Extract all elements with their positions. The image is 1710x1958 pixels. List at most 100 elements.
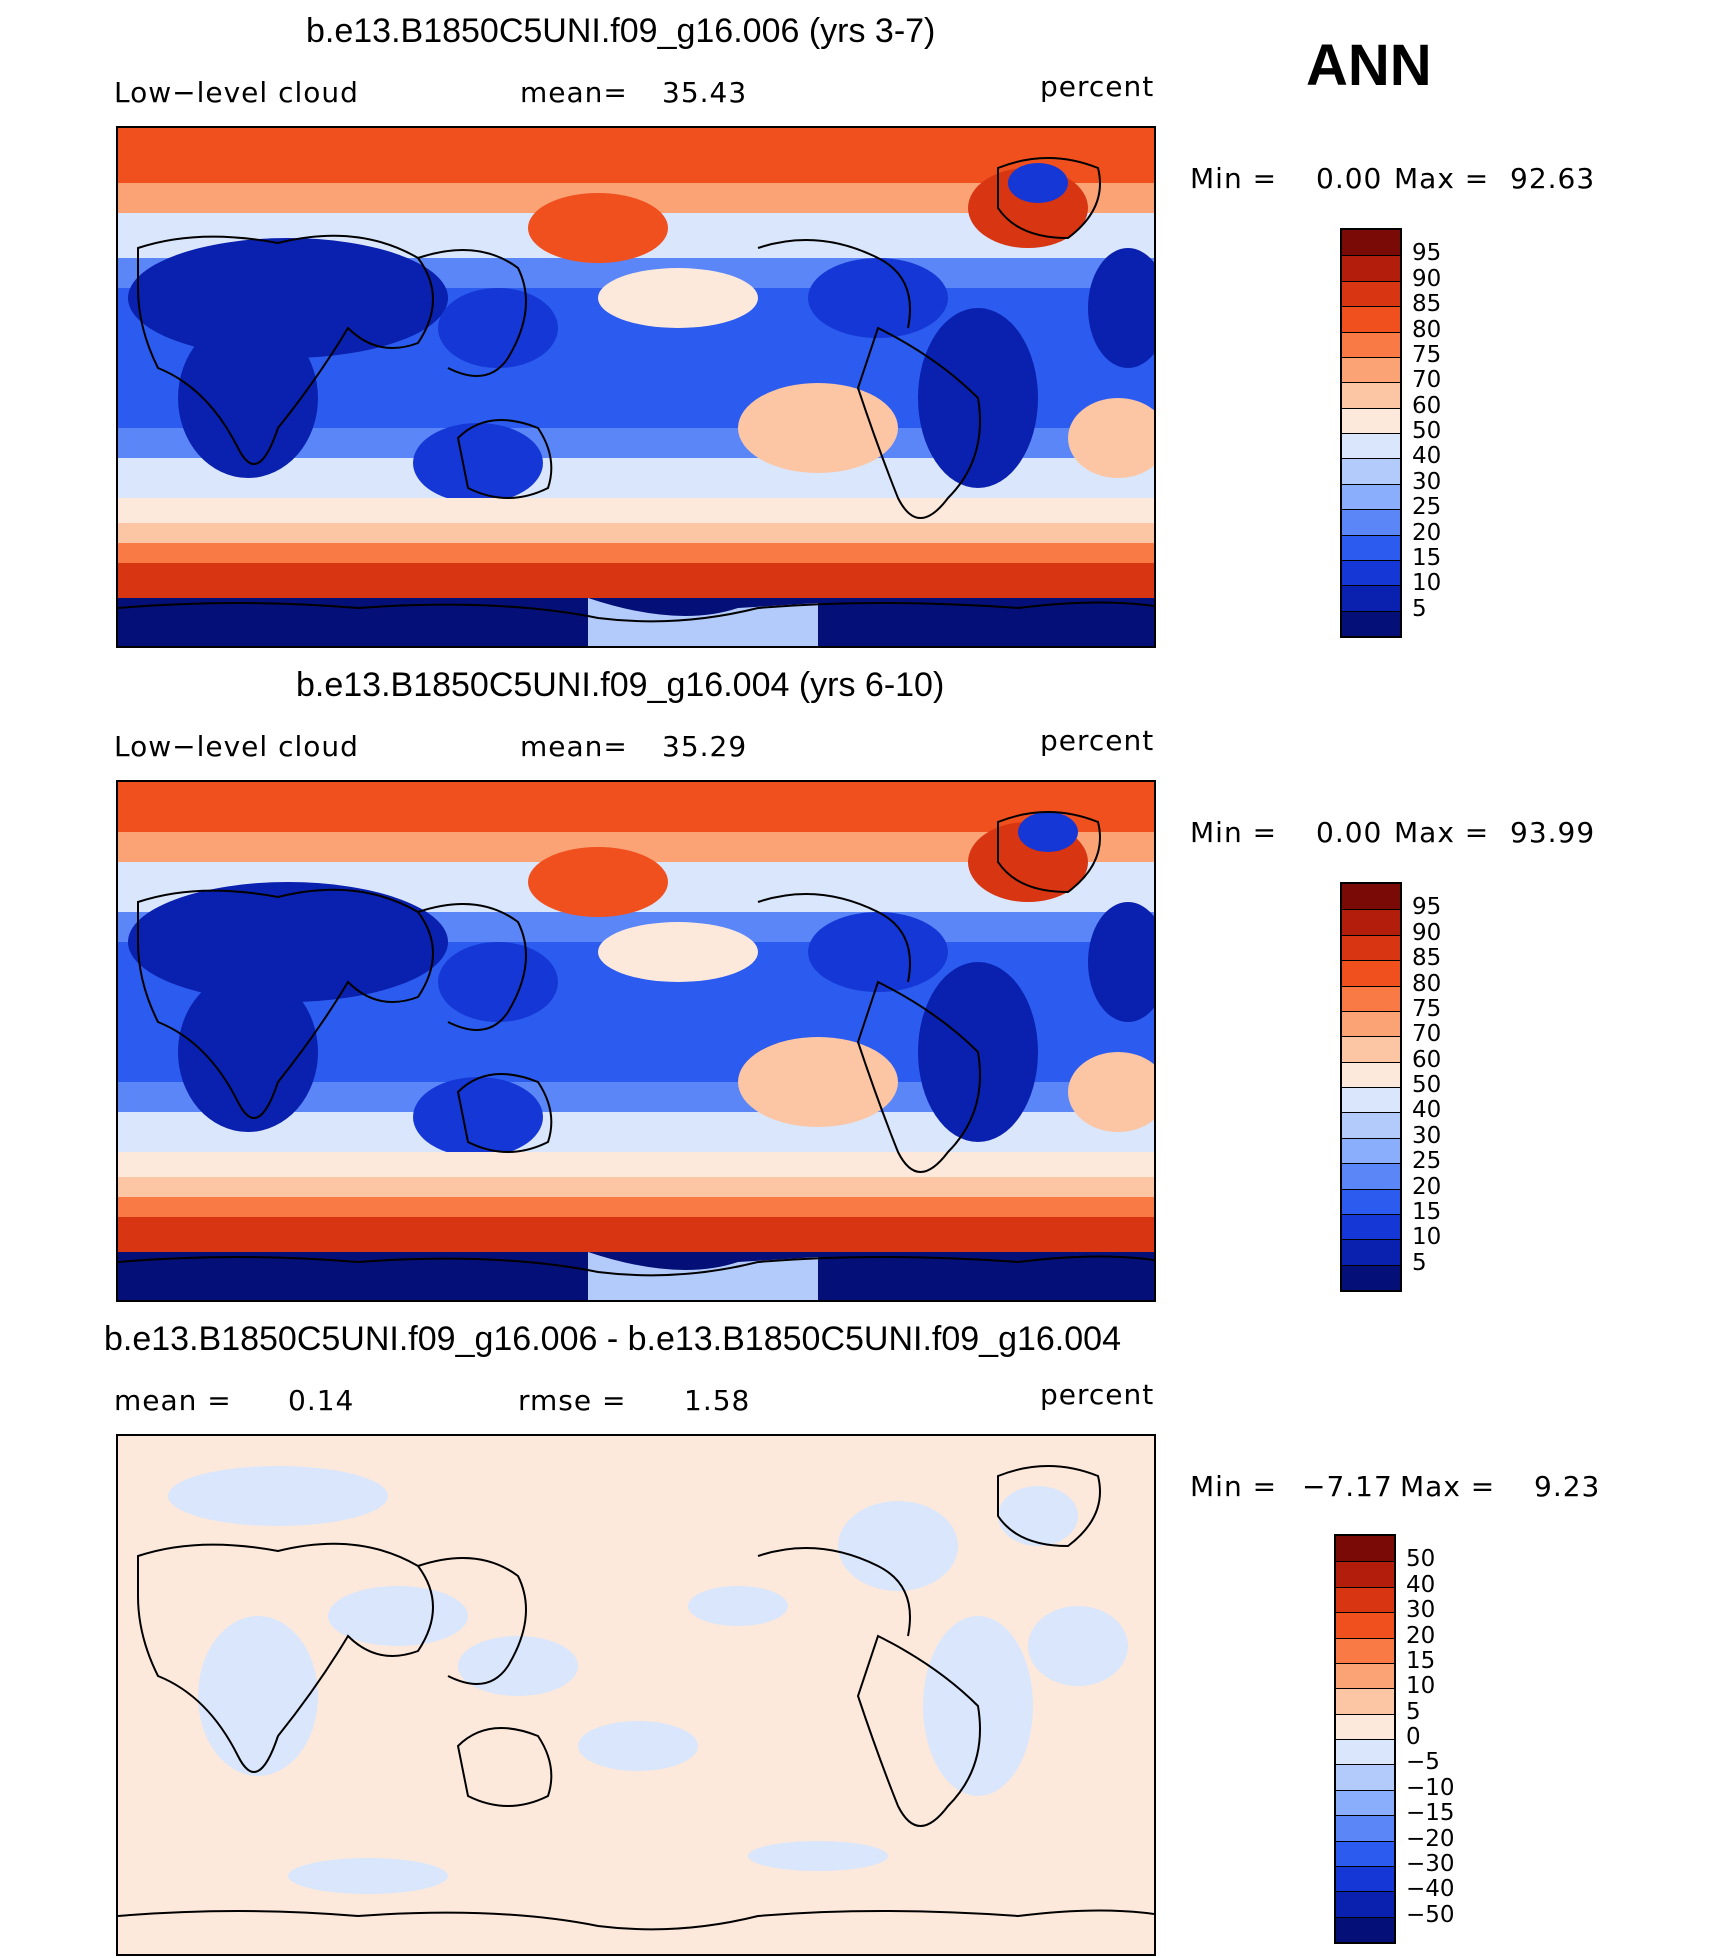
colorbar-segment — [1336, 1739, 1394, 1765]
colorbar-segment — [1342, 1036, 1400, 1062]
panel-1-max-value: 92.63 — [1510, 162, 1596, 195]
colorbar-segment — [1336, 1586, 1394, 1613]
colorbar-segment — [1342, 280, 1400, 307]
panel-1-cloud-field — [118, 128, 1154, 646]
colorbar-tick-label: 90 — [1412, 919, 1442, 946]
colorbar-segment — [1342, 610, 1400, 636]
colorbar-tick-label: 15 — [1406, 1647, 1436, 1674]
colorbar-segment — [1336, 1764, 1394, 1790]
colorbar-tick-label: 40 — [1412, 443, 1442, 470]
colorbar-segment — [1342, 356, 1400, 383]
colorbar-tick-label: 60 — [1412, 392, 1442, 419]
colorbar-segment — [1342, 985, 1400, 1011]
colorbar-tick-label: 5 — [1412, 595, 1427, 622]
season-label: ANN — [1306, 33, 1432, 98]
colorbar-segment — [1336, 1662, 1394, 1689]
panel-3-max-label: Max = — [1400, 1470, 1496, 1503]
panel-2-min-label: Min = — [1190, 816, 1278, 849]
colorbar-tick-label: −40 — [1406, 1876, 1455, 1903]
panel-1-max-label: Max = — [1394, 162, 1490, 195]
colorbar-tick-label: 75 — [1412, 341, 1442, 368]
colorbar-tick-label: 30 — [1412, 468, 1442, 495]
colorbar-segment — [1342, 483, 1400, 510]
colorbar-segment — [1336, 1637, 1394, 1663]
colorbar-tick-label: 30 — [1412, 1122, 1442, 1149]
colorbar-tick-label: 40 — [1406, 1571, 1436, 1598]
colorbar-segment — [1336, 1688, 1394, 1714]
panel-1-map — [116, 126, 1156, 648]
panel-3-min-label: Min = — [1190, 1470, 1278, 1503]
colorbar-tick-label: 75 — [1412, 995, 1442, 1022]
colorbar-segment — [1342, 1137, 1400, 1164]
colorbar-tick-label: 15 — [1412, 544, 1442, 571]
colorbar-segment — [1342, 1264, 1400, 1290]
colorbar-tick-label: 70 — [1412, 367, 1442, 394]
colorbar-tick-label: 85 — [1412, 291, 1442, 318]
colorbar-segment — [1342, 934, 1400, 961]
colorbar-segment — [1342, 884, 1400, 910]
colorbar-tick-label: 20 — [1412, 519, 1442, 546]
colorbar-tick-label: −10 — [1406, 1774, 1455, 1801]
panel-1-units: percent — [1040, 70, 1155, 103]
colorbar-tick-label: 50 — [1412, 1072, 1442, 1098]
colorbar-tick-label: 15 — [1412, 1198, 1442, 1225]
colorbar-tick-label: 20 — [1406, 1622, 1436, 1649]
colorbar-segment — [1336, 1865, 1394, 1892]
panel-3-units: percent — [1040, 1378, 1155, 1411]
panel-3-mean-label: mean = — [114, 1384, 232, 1417]
panel-2-mean-label: mean= — [520, 730, 628, 763]
panel-3-map — [116, 1434, 1156, 1956]
colorbar-segment — [1342, 458, 1400, 484]
panel-2-variable-label: Low−level cloud — [114, 730, 359, 763]
colorbar-segment — [1342, 230, 1400, 256]
panel-1-mean-value: 35.43 — [662, 76, 748, 109]
colorbar-tick-label: 95 — [1412, 240, 1442, 267]
colorbar-tick-label: 50 — [1406, 1546, 1436, 1573]
colorbar-segment — [1342, 407, 1400, 433]
colorbar-segment — [1336, 1612, 1394, 1638]
colorbar-tick-label: 25 — [1412, 1148, 1442, 1175]
colorbar-segment — [1342, 909, 1400, 935]
panel-2-map — [116, 780, 1156, 1302]
colorbar-segment — [1342, 1112, 1400, 1138]
colorbar-segment — [1342, 1188, 1400, 1214]
panel-3-rmse-value: 1.58 — [684, 1384, 751, 1417]
colorbar-segment — [1336, 1789, 1394, 1816]
panel-1-title: b.e13.B1850C5UNI.f09_g16.006 (yrs 3-7) — [306, 12, 936, 50]
colorbar-tick-label: 85 — [1412, 945, 1442, 972]
panel-2-mean-value: 35.29 — [662, 730, 748, 763]
panel-3-max-value: 9.23 — [1534, 1470, 1601, 1503]
panel-3-min-value: −7.17 — [1302, 1470, 1393, 1503]
colorbar-segment — [1342, 1239, 1400, 1265]
colorbar-segment — [1342, 1213, 1400, 1240]
colorbar-segment — [1342, 255, 1400, 281]
colorbar-segment — [1342, 1010, 1400, 1037]
colorbar-segment — [1342, 534, 1400, 560]
colorbar-tick-label: −15 — [1406, 1800, 1455, 1827]
panel-1-colorbar — [1340, 228, 1402, 638]
colorbar-tick-label: 60 — [1412, 1046, 1442, 1073]
panel-1-mean-label: mean= — [520, 76, 628, 109]
colorbar-segment — [1336, 1891, 1394, 1917]
panel-2-title: b.e13.B1850C5UNI.f09_g16.004 (yrs 6-10) — [296, 666, 945, 704]
panel-3-title: b.e13.B1850C5UNI.f09_g16.006 - b.e13.B18… — [104, 1320, 1121, 1358]
panel-3-colorbar — [1334, 1534, 1396, 1944]
colorbar-tick-label: −20 — [1406, 1825, 1455, 1852]
panel-3-mean-value: 0.14 — [288, 1384, 355, 1417]
panel-2-min-value: 0.00 — [1316, 816, 1383, 849]
panel-2-cloud-field — [118, 782, 1154, 1300]
panel-2-colorbar — [1340, 882, 1402, 1292]
panel-3-rmse-label: rmse = — [518, 1384, 627, 1417]
panel-2-max-value: 93.99 — [1510, 816, 1596, 849]
colorbar-tick-label: −50 — [1406, 1901, 1455, 1928]
colorbar-tick-label: 70 — [1412, 1021, 1442, 1048]
colorbar-tick-label: 90 — [1412, 265, 1442, 292]
colorbar-segment — [1342, 509, 1400, 535]
colorbar-segment — [1336, 1536, 1394, 1562]
colorbar-tick-label: 80 — [1412, 970, 1442, 997]
colorbar-segment — [1342, 960, 1400, 986]
colorbar-tick-label: 5 — [1406, 1698, 1421, 1725]
colorbar-segment — [1342, 559, 1400, 586]
panel-1-variable-label: Low−level cloud — [114, 76, 359, 109]
colorbar-tick-label: 20 — [1412, 1173, 1442, 1200]
